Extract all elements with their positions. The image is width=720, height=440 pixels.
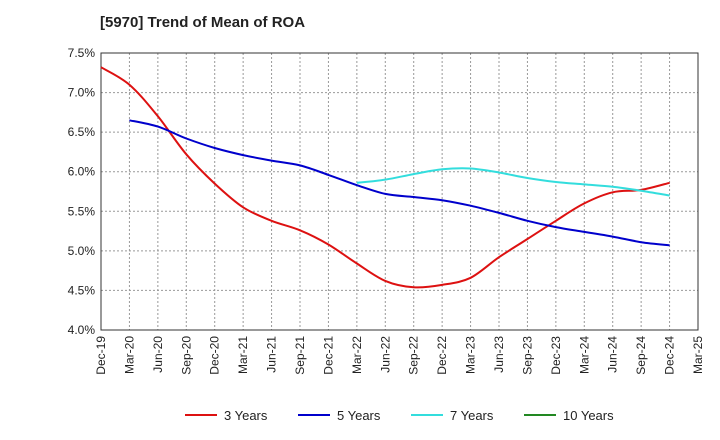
x-tick-label: Mar-23 (464, 336, 478, 374)
y-tick-label: 5.0% (68, 244, 96, 258)
y-tick-label: 4.5% (68, 283, 96, 297)
legend-label: 3 Years (224, 408, 268, 423)
y-tick-label: 7.0% (68, 86, 96, 100)
x-tick-label: Dec-19 (94, 336, 108, 375)
legend-label: 7 Years (450, 408, 494, 423)
x-tick-label: Sep-21 (293, 336, 307, 375)
y-axis: 4.0% 4.5% 5.0% 5.5% 6.0% 6.5% 7.0% 7.5% (68, 46, 96, 337)
x-tick-label: Sep-20 (179, 336, 193, 375)
y-tick-label: 6.0% (68, 165, 96, 179)
y-tick-label: 5.5% (68, 204, 96, 218)
x-tick-label: Mar-21 (236, 336, 250, 374)
x-tick-label: Jun-21 (265, 336, 279, 373)
x-tick-label: Mar-25 (691, 336, 705, 374)
x-tick-label: Dec-22 (435, 336, 449, 375)
x-tick-label: Jun-24 (606, 336, 620, 373)
x-tick-label: Mar-24 (577, 336, 591, 374)
y-tick-label: 4.0% (68, 323, 96, 337)
series-lines (100, 66, 670, 289)
x-tick-label: Dec-20 (208, 336, 222, 375)
x-tick-label: Mar-20 (122, 336, 136, 374)
x-tick-label: Sep-24 (634, 336, 648, 375)
legend-label: 5 Years (337, 408, 381, 423)
x-tick-label: Dec-21 (321, 336, 335, 375)
x-tick-label: Sep-23 (520, 336, 534, 375)
legend: 3 Years 5 Years 7 Years 10 Years (185, 408, 614, 423)
x-tick-label: Jun-20 (151, 336, 165, 373)
series-line-7-years (356, 167, 670, 197)
plot-area (100, 52, 699, 331)
x-tick-label: Sep-22 (407, 336, 421, 375)
series-line-3-years (100, 66, 670, 289)
x-tick-label: Jun-23 (492, 336, 506, 373)
y-tick-label: 7.5% (68, 46, 96, 60)
x-axis: Dec-19 Mar-20 Jun-20 Sep-20 Dec-20 Mar-21 Jun-… (94, 336, 705, 375)
x-tick-label: Dec-23 (549, 336, 563, 375)
gridlines (100, 52, 699, 331)
y-tick-label: 6.5% (68, 125, 96, 139)
x-tick-label: Jun-22 (378, 336, 392, 373)
legend-label: 10 Years (563, 408, 614, 423)
x-tick-label: Dec-24 (663, 336, 677, 375)
x-tick-label: Mar-22 (350, 336, 364, 374)
series-line-5-years (129, 119, 670, 247)
chart-title: [5970] Trend of Mean of ROA (100, 14, 306, 31)
